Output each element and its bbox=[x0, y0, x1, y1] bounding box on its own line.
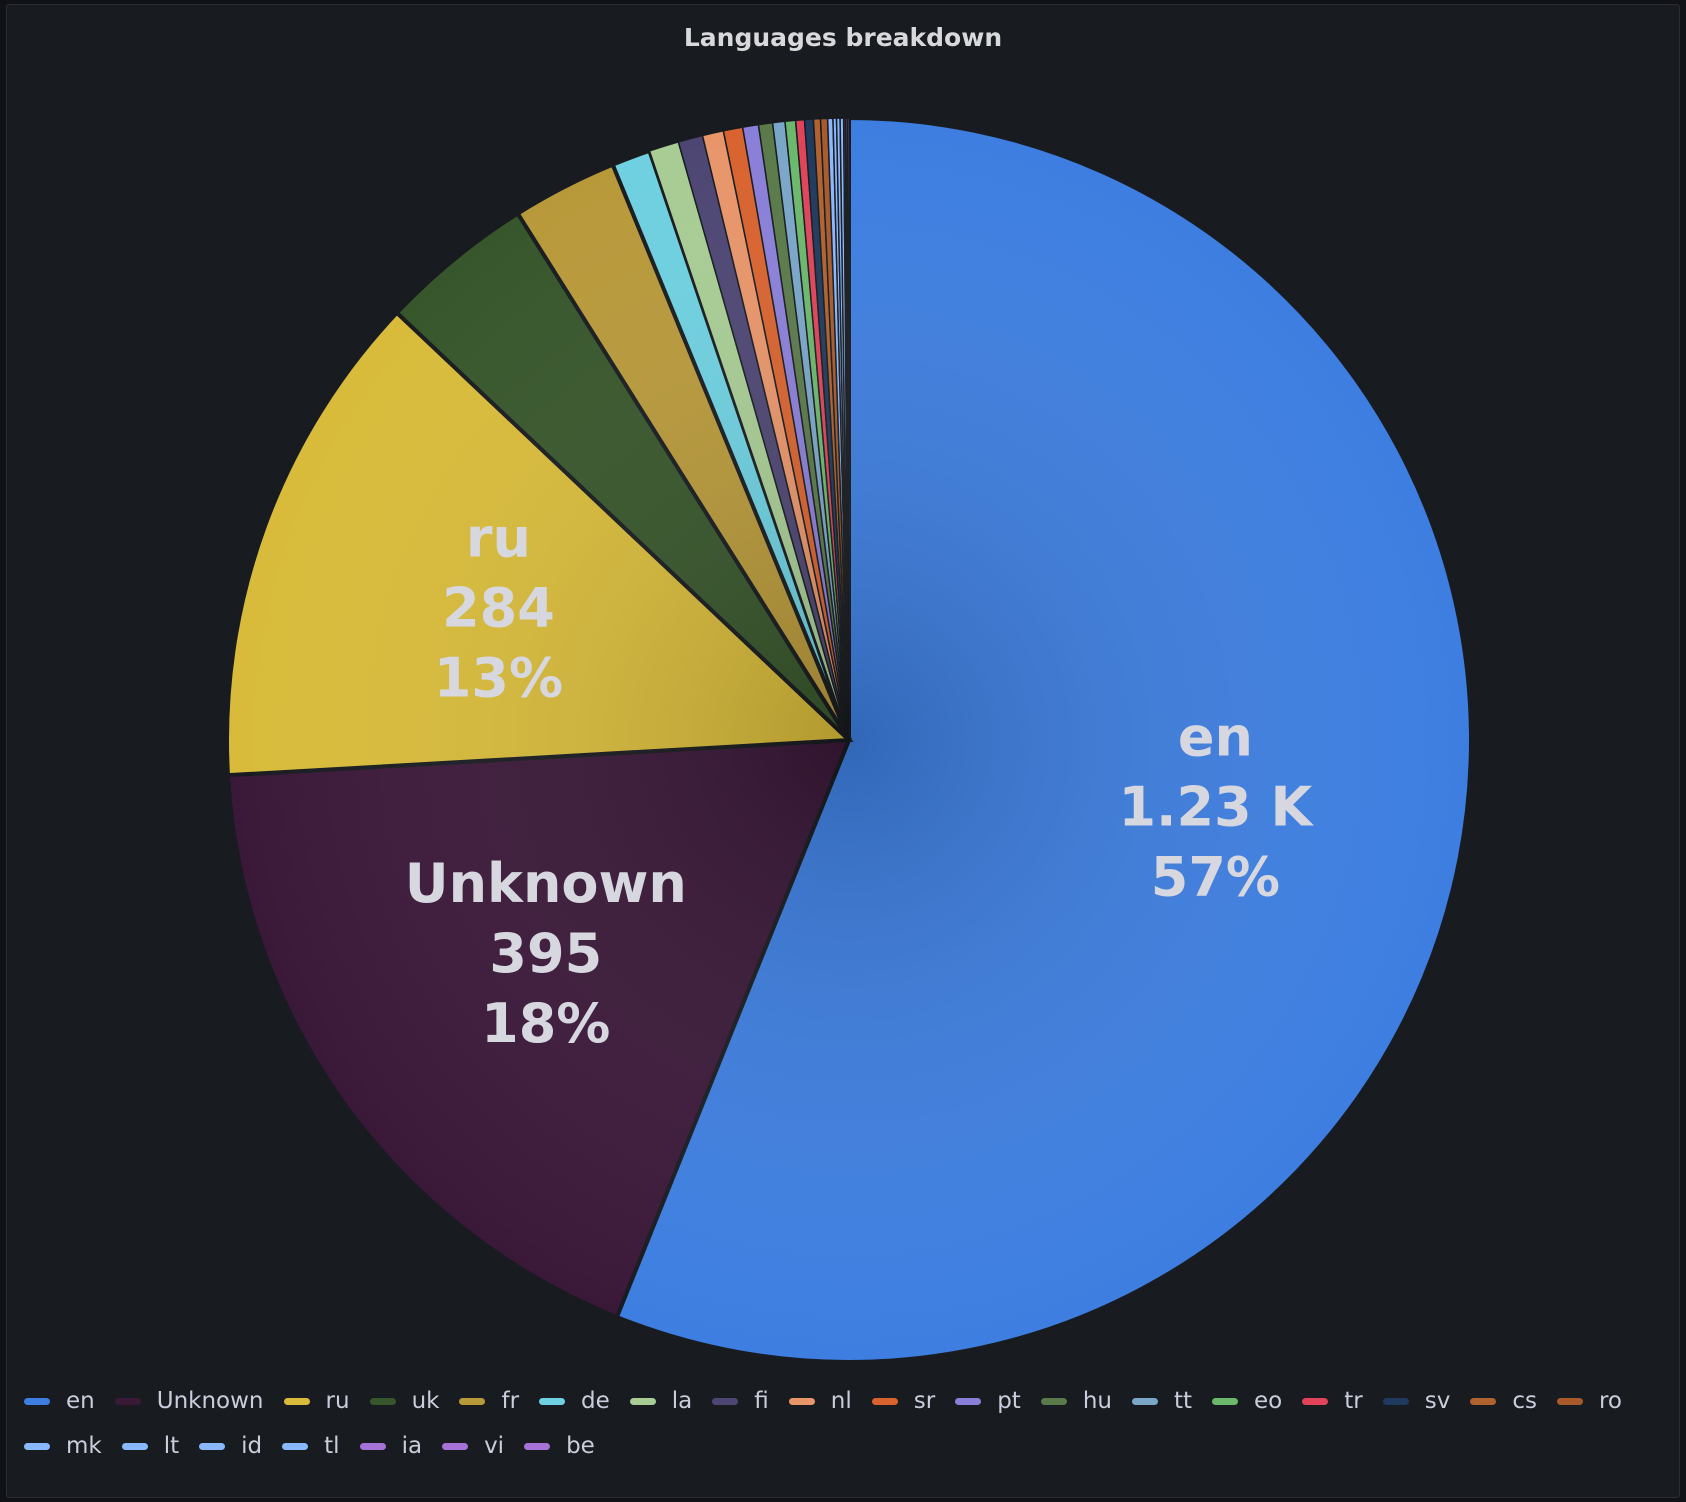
legend-swatch bbox=[1302, 1397, 1329, 1405]
legend-label: eo bbox=[1254, 1388, 1283, 1414]
legend-label: be bbox=[566, 1433, 595, 1459]
legend-label: mk bbox=[66, 1433, 102, 1459]
legend-label: en bbox=[66, 1388, 95, 1414]
legend-label: tt bbox=[1173, 1388, 1193, 1414]
legend-label: vi bbox=[484, 1433, 505, 1459]
slice-name: en bbox=[1178, 706, 1253, 769]
legend-label: fr bbox=[501, 1388, 520, 1414]
legend-item-unknown[interactable]: Unknown bbox=[114, 1385, 284, 1417]
legend-item-fr[interactable]: fr bbox=[459, 1385, 539, 1417]
legend-swatch bbox=[199, 1442, 226, 1450]
slice-label-en: en 1.23 K 57% bbox=[1118, 706, 1314, 909]
legend-swatch bbox=[24, 1442, 50, 1450]
legend-swatch bbox=[369, 1397, 396, 1405]
legend-label: id bbox=[241, 1433, 263, 1459]
legend-item-de[interactable]: de bbox=[539, 1385, 630, 1417]
legend-item-tt[interactable]: tt bbox=[1131, 1385, 1212, 1417]
legend-item-be[interactable]: be bbox=[524, 1430, 615, 1462]
legend-swatch bbox=[459, 1397, 486, 1405]
legend-label: la bbox=[671, 1388, 693, 1414]
legend-swatch bbox=[1212, 1397, 1239, 1405]
legend-item-ro[interactable]: ro bbox=[1556, 1385, 1642, 1417]
legend-item-sv[interactable]: sv bbox=[1382, 1385, 1471, 1417]
legend-item-ru[interactable]: ru bbox=[283, 1385, 370, 1417]
legend-item-tl[interactable]: tl bbox=[282, 1430, 359, 1462]
legend-label: cs bbox=[1512, 1388, 1537, 1414]
legend-item-hu[interactable]: hu bbox=[1040, 1385, 1132, 1417]
legend-swatch bbox=[539, 1397, 566, 1405]
slice-label-unknown: Unknown 395 18% bbox=[405, 852, 687, 1055]
legend-item-fi[interactable]: fi bbox=[712, 1385, 789, 1417]
legend-item-la[interactable]: la bbox=[629, 1385, 712, 1417]
slice-value: 395 bbox=[489, 922, 602, 985]
legend-swatch bbox=[359, 1442, 386, 1450]
slice-label-ru: ru 284 13% bbox=[434, 507, 563, 710]
legend-swatch bbox=[121, 1442, 148, 1450]
legend-swatch bbox=[871, 1397, 898, 1405]
legend-label: lt bbox=[163, 1433, 180, 1459]
legend-swatch bbox=[712, 1397, 739, 1405]
slice-value: 1.23 K bbox=[1118, 776, 1314, 839]
legend-label: hu bbox=[1082, 1388, 1112, 1414]
legend-label: tl bbox=[324, 1433, 340, 1459]
legend-swatch bbox=[24, 1397, 50, 1405]
chart-legend: en Unknown ru uk fr de la fi nl sr pt hu tt eo tr sv cs r… bbox=[24, 1385, 1664, 1462]
legend-label: tr bbox=[1344, 1388, 1363, 1414]
legend-label: ro bbox=[1598, 1388, 1623, 1414]
legend-item-nl[interactable]: nl bbox=[788, 1385, 872, 1417]
legend-swatch bbox=[1040, 1397, 1067, 1405]
panel-title: Languages breakdown bbox=[683, 23, 1003, 52]
legend-label: Unknown bbox=[156, 1388, 264, 1414]
slice-value: 284 bbox=[442, 577, 555, 640]
legend-swatch bbox=[283, 1397, 310, 1405]
legend-item-sr[interactable]: sr bbox=[871, 1385, 955, 1417]
slice-name: ru bbox=[466, 507, 531, 570]
legend-item-cs[interactable]: cs bbox=[1470, 1385, 1557, 1417]
legend-item-en[interactable]: en bbox=[24, 1385, 115, 1417]
slice-percent: 57% bbox=[1151, 846, 1280, 909]
legend-item-mk[interactable]: mk bbox=[24, 1430, 122, 1462]
legend-item-ia[interactable]: ia bbox=[359, 1430, 442, 1462]
legend-item-eo[interactable]: eo bbox=[1212, 1385, 1302, 1417]
legend-swatch bbox=[282, 1442, 309, 1450]
legend-label: uk bbox=[411, 1388, 440, 1414]
legend-label: pt bbox=[997, 1388, 1021, 1414]
legend-swatch bbox=[788, 1397, 815, 1405]
legend-swatch bbox=[1556, 1397, 1583, 1405]
legend-swatch bbox=[629, 1397, 656, 1405]
legend-swatch bbox=[114, 1397, 141, 1405]
legend-item-uk[interactable]: uk bbox=[369, 1385, 460, 1417]
legend-swatch bbox=[1382, 1397, 1409, 1405]
legend-swatch bbox=[955, 1397, 982, 1405]
legend-swatch bbox=[1470, 1397, 1497, 1405]
legend-item-vi[interactable]: vi bbox=[442, 1430, 524, 1462]
legend-swatch bbox=[524, 1442, 551, 1450]
legend-item-pt[interactable]: pt bbox=[955, 1385, 1041, 1417]
slice-percent: 13% bbox=[434, 647, 563, 710]
legend-label: sr bbox=[913, 1388, 936, 1414]
slice-percent: 18% bbox=[481, 992, 610, 1055]
legend-label: ia bbox=[401, 1433, 423, 1459]
legend-swatch bbox=[1131, 1397, 1158, 1405]
slice-name: Unknown bbox=[405, 852, 687, 915]
legend-item-tr[interactable]: tr bbox=[1302, 1385, 1382, 1417]
legend-label: nl bbox=[830, 1388, 852, 1414]
legend-label: sv bbox=[1424, 1388, 1451, 1414]
legend-item-id[interactable]: id bbox=[199, 1430, 282, 1462]
legend-item-lt[interactable]: lt bbox=[121, 1430, 199, 1462]
legend-label: fi bbox=[754, 1388, 769, 1414]
legend-label: ru bbox=[325, 1388, 350, 1414]
legend-label: de bbox=[581, 1388, 610, 1414]
legend-swatch bbox=[442, 1442, 469, 1450]
